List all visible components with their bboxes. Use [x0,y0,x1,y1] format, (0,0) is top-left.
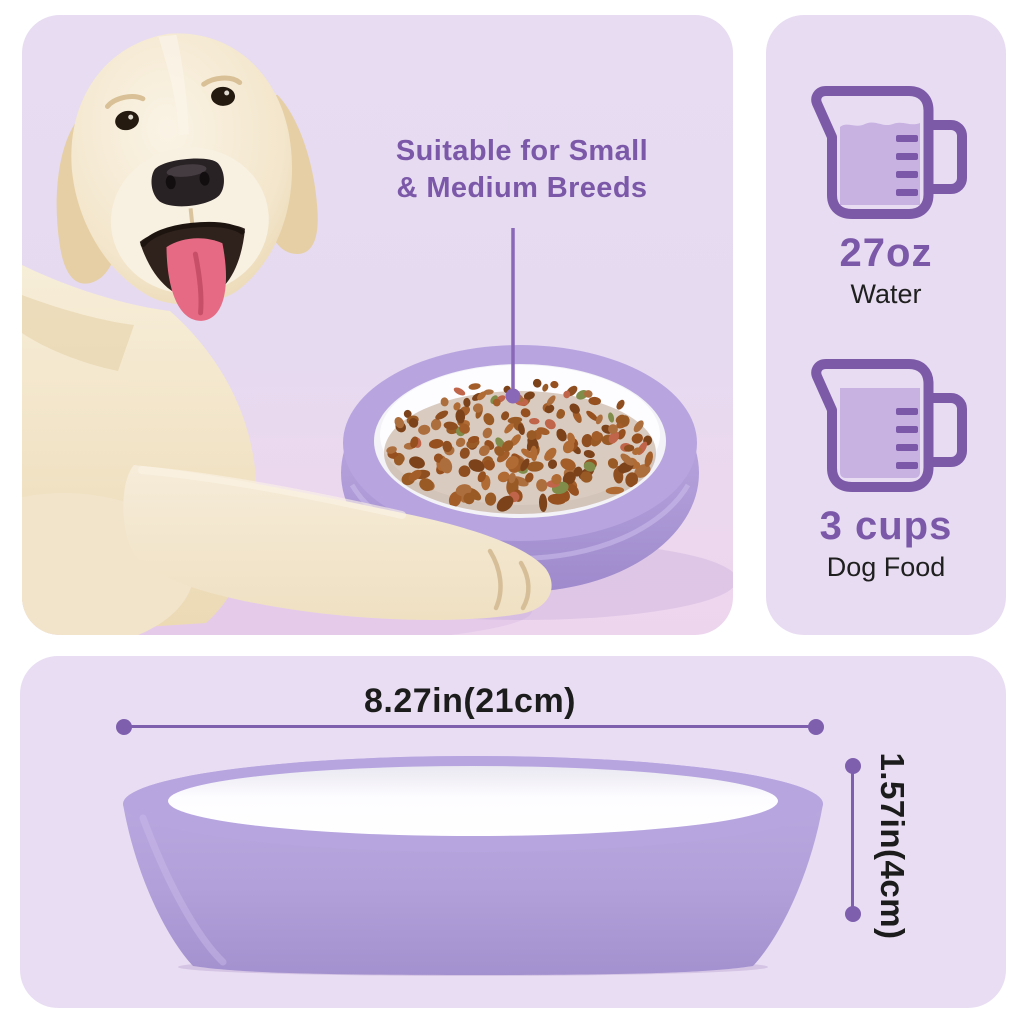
pointer-line [505,228,521,404]
water-amount: 27oz [839,231,933,275]
dimensions-panel: 8.27in(21cm) 1.57in(4cm) [20,656,1006,1008]
headline-line1: Suitable for Small [395,135,649,167]
dog-paw [123,465,552,620]
water-label: Water [850,279,922,309]
dog-photo [22,33,318,635]
food-label: Dog Food [826,552,946,582]
measuring-cup-food-icon [811,359,967,492]
width-dimension-line [116,718,824,735]
width-dimension-label: 8.27in(21cm) [364,682,576,720]
bowl-side-photo [123,756,823,976]
food-amount: 3 cups [819,504,953,548]
hero-panel: Suitable for Small & Medium Breeds [22,15,733,635]
headline-line2: & Medium Breeds [396,172,648,205]
headline: Suitable for Small & Medium Breeds [322,133,722,207]
food-capacity-block: 3 cups Dog Food [796,350,976,583]
height-dimension-line [844,758,861,922]
height-dimension-label: 1.57in(4cm) [874,752,911,940]
kibble-food [386,378,653,512]
dog-and-bowl-photo [22,33,733,635]
water-capacity-block: 27oz Water [796,77,976,310]
capacity-panel: 27oz Water 3 cups Dog Food [766,15,1006,635]
bowl-top-photo [341,345,699,592]
measuring-cup-water-icon [811,86,967,219]
